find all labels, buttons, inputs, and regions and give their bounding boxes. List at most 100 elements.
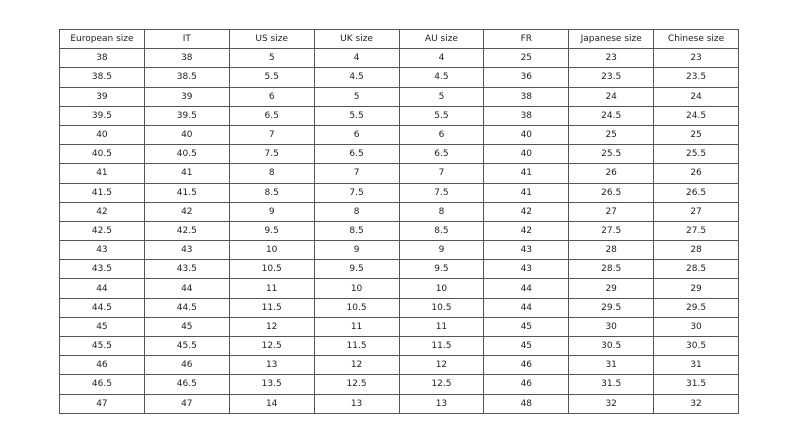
table-cell: 6.5 — [398, 144, 485, 165]
table-cell: 38.5 — [143, 67, 230, 88]
table-cell: 10.5 — [228, 259, 315, 280]
table-cell: 29.5 — [653, 297, 739, 318]
table-cell: 8 — [313, 201, 400, 222]
table-cell: 23.5 — [568, 67, 655, 88]
table-cell: 25 — [653, 124, 739, 146]
table-cell: 25.5 — [653, 144, 739, 165]
table-cell: 7.5 — [313, 182, 400, 203]
table-cell: 13 — [228, 355, 315, 376]
table-cell: 25 — [568, 124, 655, 146]
table-cell: 10 — [313, 278, 400, 299]
table-cell: 23.5 — [653, 67, 739, 88]
column-header: IT — [143, 28, 230, 50]
table-cell: 31.5 — [568, 374, 655, 395]
table-cell: 6 — [313, 124, 400, 146]
table-cell: 40 — [59, 124, 145, 146]
table-cell: 44 — [143, 278, 230, 299]
table-row: 41.5 41.5 8.5 7.5 7.5 41 26.5 26.5 — [59, 182, 739, 203]
table-cell: 41 — [143, 163, 230, 184]
table-cell: 44 — [59, 278, 145, 299]
table-row: 44 44 11 10 10 44 29 29 — [59, 278, 739, 299]
table-cell: 47 — [143, 393, 230, 414]
table-cell: 28.5 — [568, 259, 655, 280]
table-cell: 41.5 — [59, 182, 145, 203]
table-cell: 4.5 — [398, 67, 485, 88]
table-cell: 42.5 — [59, 220, 145, 242]
table-row: 43 43 10 9 9 43 28 28 — [59, 240, 739, 261]
table-row: 42.5 42.5 9.5 8.5 8.5 42 27.5 27.5 — [59, 220, 739, 242]
table-cell: 42 — [143, 201, 230, 222]
table-cell: 38 — [143, 48, 230, 69]
table-cell: 43 — [483, 259, 570, 280]
table-cell: 38 — [59, 48, 145, 69]
table-row: 38.5 38.5 5.5 4.5 4.5 36 23.5 23.5 — [59, 67, 739, 88]
table-cell: 11 — [228, 278, 315, 299]
table-cell: 44.5 — [143, 297, 230, 318]
column-header: FR — [483, 28, 570, 50]
table-cell: 26 — [568, 163, 655, 184]
table-cell: 24 — [568, 86, 655, 107]
table-cell: 27.5 — [568, 220, 655, 242]
table-cell: 42 — [483, 220, 570, 242]
table-cell: 9 — [228, 201, 315, 222]
table-cell: 10 — [228, 240, 315, 261]
table-cell: 8.5 — [228, 182, 315, 203]
table-cell: 25 — [483, 48, 570, 69]
table-cell: 12 — [313, 355, 400, 376]
table-cell: 41.5 — [143, 182, 230, 203]
table-cell: 8 — [228, 163, 315, 184]
table-row: 45 45 12 11 11 45 30 30 — [59, 316, 739, 338]
table-cell: 11 — [313, 316, 400, 338]
table-cell: 26 — [653, 163, 739, 184]
table-cell: 44 — [483, 297, 570, 318]
table-cell: 8.5 — [313, 220, 400, 242]
table-cell: 25.5 — [568, 144, 655, 165]
table-cell: 12.5 — [228, 335, 315, 357]
column-header: Japanese size — [568, 28, 655, 50]
table-cell: 8 — [398, 201, 485, 222]
column-header: US size — [228, 28, 315, 50]
table-cell: 10.5 — [313, 297, 400, 318]
table-row: 38 38 5 4 4 25 23 23 — [59, 48, 739, 69]
table-cell: 4 — [398, 48, 485, 69]
table-cell: 6.5 — [313, 144, 400, 165]
table-cell: 5.5 — [313, 105, 400, 126]
table-cell: 12.5 — [313, 374, 400, 395]
table-cell: 11.5 — [313, 335, 400, 357]
table-cell: 29 — [653, 278, 739, 299]
table-cell: 11.5 — [398, 335, 485, 357]
table-cell: 45.5 — [143, 335, 230, 357]
table-cell: 46 — [483, 374, 570, 395]
table-cell: 7.5 — [228, 144, 315, 165]
table-cell: 41 — [483, 182, 570, 203]
table-cell: 30 — [568, 316, 655, 338]
table-cell: 13.5 — [228, 374, 315, 395]
table-row: 44.5 44.5 11.5 10.5 10.5 44 29.5 29.5 — [59, 297, 739, 318]
table-cell: 39 — [143, 86, 230, 107]
table-cell: 28.5 — [653, 259, 739, 280]
table-cell: 12 — [398, 355, 485, 376]
table-row: 40.5 40.5 7.5 6.5 6.5 40 25.5 25.5 — [59, 144, 739, 165]
table-row: 43.5 43.5 10.5 9.5 9.5 43 28.5 28.5 — [59, 259, 739, 280]
table-cell: 44.5 — [59, 297, 145, 318]
table-row: 39 39 6 5 5 38 24 24 — [59, 86, 739, 107]
table-cell: 40.5 — [143, 144, 230, 165]
table-cell: 13 — [313, 393, 400, 414]
table-cell: 38 — [483, 105, 570, 126]
table-cell: 43 — [143, 240, 230, 261]
table-cell: 7 — [228, 124, 315, 146]
table-cell: 40.5 — [59, 144, 145, 165]
table-row: 39.5 39.5 6.5 5.5 5.5 38 24.5 24.5 — [59, 105, 739, 126]
table-cell: 42.5 — [143, 220, 230, 242]
table-cell: 8.5 — [398, 220, 485, 242]
table-cell: 42 — [483, 201, 570, 222]
table-cell: 24.5 — [568, 105, 655, 126]
table-cell: 5 — [228, 48, 315, 69]
table-cell: 46.5 — [143, 374, 230, 395]
table-cell: 12 — [228, 316, 315, 338]
table-cell: 41 — [483, 163, 570, 184]
table-cell: 10 — [398, 278, 485, 299]
table-cell: 31 — [568, 355, 655, 376]
table-cell: 28 — [568, 240, 655, 261]
table-cell: 5 — [398, 86, 485, 107]
